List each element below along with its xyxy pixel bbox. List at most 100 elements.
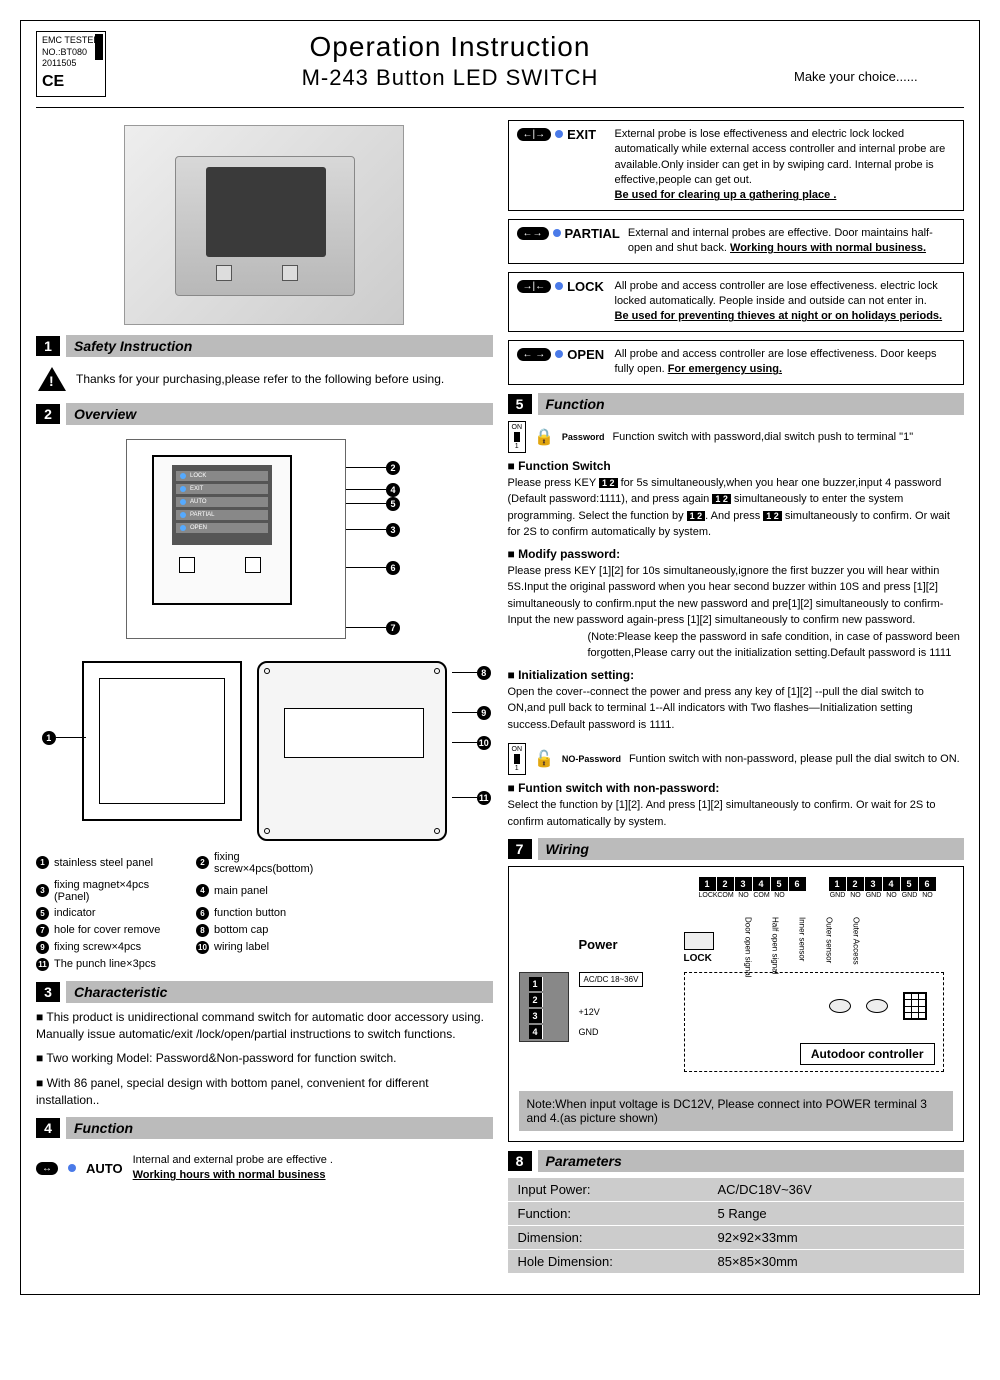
lock-text: All probe and access controller are lose… [615,279,956,325]
lock-icon: →|← [517,280,552,293]
lock-label: LOCK [567,279,604,294]
wiring-note: Note:When input voltage is DC12V, Please… [519,1091,954,1131]
v12-label: +12V [579,1007,600,1017]
main-title: Operation Instruction [106,31,794,63]
section-num-2: 2 [36,404,60,424]
led-dot-icon [553,229,561,237]
wiring-lock-label: LOCK [684,953,712,964]
tagline: Make your choice...... [794,69,964,84]
legend-item: 7hole for cover remove [36,924,176,937]
no-password-label: NO-Password [562,754,621,764]
emc-line2: NO.:BT080 [42,47,100,59]
nopwd-switch-body: Select the function by [1][2]. And press… [508,797,965,830]
section-7-head: 7 Wiring [508,838,965,860]
modify-password-head: Modify password: [508,547,965,561]
section-num-5: 5 [508,394,532,414]
safety-text: Thanks for your purchasing,please refer … [76,372,444,386]
no-password-desc: Funtion switch with non-password, please… [629,753,960,765]
emc-tested-box: EMC TESTED NO.:BT080 2011505 CE [36,31,106,97]
legend-item: 1stainless steel panel [36,851,176,875]
modify-password-note: (Note:Please keep the password in safe c… [508,629,965,662]
outer-sensor-icon [866,999,888,1013]
legend-item: 2fixing screw×4pcs(bottom) [196,851,336,875]
controller-box: Autodoor controller [684,972,944,1072]
section-num-1: 1 [36,336,60,356]
overview-diagram-1: LOCKEXITAUTOPARTIALOPEN 2 4 5 3 6 7 [36,431,493,651]
lock-device-icon [684,932,714,950]
left-column: 1 Safety Instruction Thanks for your pur… [36,120,493,1274]
auto-mode-row: ↔ AUTO Internal and external probe are e… [36,1153,493,1184]
partial-label: PARTIAL [565,226,620,241]
open-mode-box: ← → OPEN All probe and access controller… [508,340,965,385]
open-text: All probe and access controller are lose… [615,347,956,378]
emc-line3: 2011505 [42,58,100,70]
section-5-head: 5 Function [508,393,965,415]
legend-item: 10wiring label [196,941,336,954]
section-title-5: Function [538,393,965,415]
dip-switch-icon: ON1 [508,421,527,453]
exit-mode-box: ←|→ EXIT External probe is lose effectiv… [508,120,965,211]
section-title-1: Safety Instruction [66,335,493,357]
section-num-3: 3 [36,982,60,1002]
page: EMC TESTED NO.:BT080 2011505 CE Operatio… [20,20,980,1295]
keypad-icon [903,992,927,1020]
auto-text: Internal and external probe are effectiv… [133,1153,493,1184]
password-mode-row: ON1 🔒 Password Function switch with pass… [508,421,965,453]
parameters-table: Input Power:AC/DC18V~36VFunction:5 Range… [508,1178,965,1274]
led-dot-icon [555,350,563,358]
signal-half-open: Half open signal [771,917,780,974]
overview-legend: 1stainless steel panel 2fixing screw×4pcs… [36,851,493,971]
password-desc: Function switch with password,dial switc… [612,431,913,443]
lock-open-icon: 🔓 [534,749,554,769]
section-num-8: 8 [508,1151,532,1171]
open-icon: ← → [517,348,552,361]
gnd-label: GND [579,1027,599,1037]
emc-line1: EMC TESTED [42,35,100,47]
characteristic-item: Two working Model: Password&Non-password… [36,1050,493,1067]
acdc-label: AC/DC 18~36V [579,972,644,987]
section-2-head: 2 Overview [36,403,493,425]
safety-warning: Thanks for your purchasing,please refer … [36,363,493,395]
partial-text: External and internal probes are effecti… [628,226,955,257]
open-label: OPEN [567,347,604,362]
section-8-head: 8 Parameters [508,1150,965,1172]
param-row: Function:5 Range [508,1202,965,1226]
section-4-head: 4 Function [36,1117,493,1139]
param-row: Dimension:92×92×33mm [508,1226,965,1250]
led-dot-icon [555,130,563,138]
section-title-4: Function [66,1117,493,1139]
ce-mark: CE [42,72,100,93]
signal-outer-access: Outer Access [852,917,861,965]
characteristic-item: This product is unidirectional command s… [36,1009,493,1043]
auto-icon: ↔ [36,1162,58,1175]
led-dot-icon [68,1164,76,1172]
function-switch-body: Please press KEY 1 2 for 5s simultaneous… [508,475,965,541]
power-label: Power [579,937,618,952]
wiring-diagram: 123456 LOCKCOMNOCOMNO 123456 GNDNOGNDNOG… [519,877,954,1087]
section-title-3: Characteristic [66,981,493,1003]
wiring-box: 123456 LOCKCOMNOCOMNO 123456 GNDNOGNDNOG… [508,866,965,1142]
function-switch-head: Function Switch [508,459,965,473]
header: EMC TESTED NO.:BT080 2011505 CE Operatio… [36,31,964,108]
power-block [519,972,569,1042]
lock-mode-box: →|← LOCK All probe and access controller… [508,272,965,332]
product-photo [124,125,404,325]
overview-diagram-2: 1 8 9 10 11 [36,661,493,841]
exit-text: External probe is lose effectiveness and… [615,127,956,204]
warning-icon [38,367,66,391]
columns: 1 Safety Instruction Thanks for your pur… [36,120,964,1274]
legend-item: 5indicator [36,907,176,920]
characteristic-item: With 86 panel, special design with botto… [36,1075,493,1109]
legend-item: 6function button [196,907,336,920]
legend-item: 9fixing screw×4pcs [36,941,176,954]
auto-label: AUTO [86,1161,123,1176]
param-row: Hole Dimension:85×85×30mm [508,1250,965,1274]
section-3-head: 3 Characteristic [36,981,493,1003]
section-title-8: Parameters [538,1150,965,1172]
modify-password-body: Please press KEY [1][2] for 10s simultan… [508,563,965,629]
legend-item: 3fixing magnet×4pcs (Panel) [36,879,176,903]
section-1-head: 1 Safety Instruction [36,335,493,357]
dip-switch-icon: ON1 [508,743,527,775]
exit-label: EXIT [567,127,596,142]
init-setting-head: Initialization setting: [508,668,965,682]
